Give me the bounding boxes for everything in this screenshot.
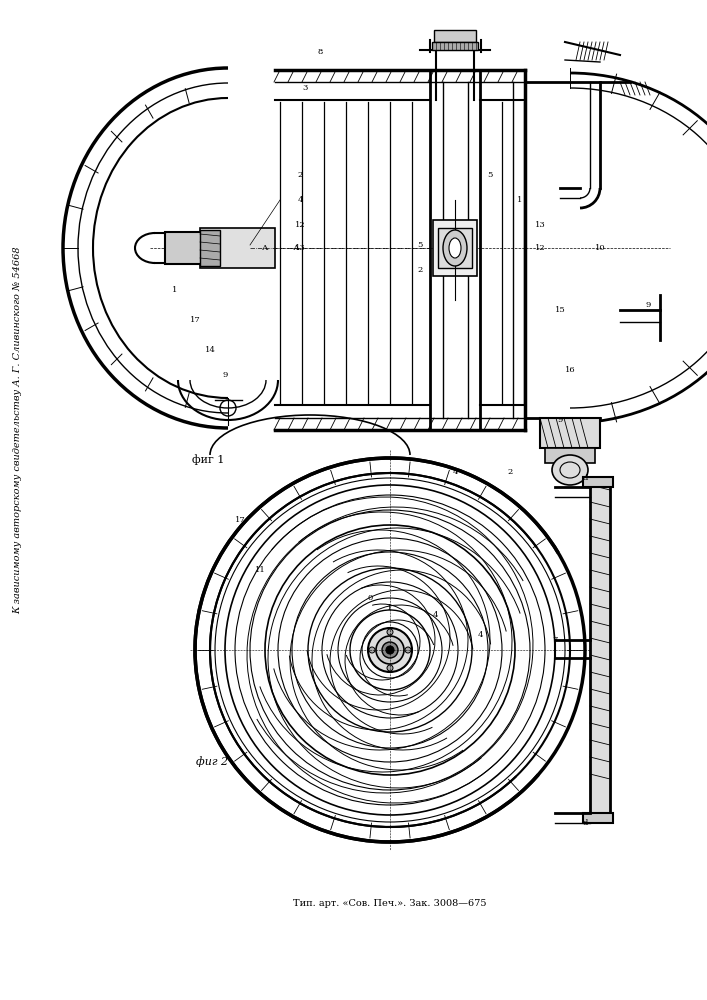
Text: 5: 5 <box>417 241 423 249</box>
Ellipse shape <box>387 629 393 635</box>
Text: 2: 2 <box>417 266 423 274</box>
Text: 4: 4 <box>452 468 457 476</box>
Bar <box>200 228 275 268</box>
Ellipse shape <box>387 665 393 671</box>
Text: 7: 7 <box>552 636 558 644</box>
Text: 9: 9 <box>222 371 228 379</box>
Text: 8: 8 <box>317 48 322 56</box>
Ellipse shape <box>405 647 411 653</box>
Text: фиг 1: фиг 1 <box>192 455 224 465</box>
Text: 1: 1 <box>518 196 522 204</box>
Text: d: d <box>583 474 588 482</box>
Text: d: d <box>583 819 588 827</box>
Text: 15: 15 <box>554 306 566 314</box>
Bar <box>545 448 595 463</box>
Text: 11: 11 <box>255 566 265 574</box>
Text: Тип. арт. «Сов. Печ.». Зак. 3008—675: Тип. арт. «Сов. Печ.». Зак. 3008—675 <box>293 898 486 908</box>
Bar <box>165 232 201 264</box>
Text: –А: –А <box>290 244 300 252</box>
Text: 12: 12 <box>534 244 545 252</box>
Bar <box>540 418 600 448</box>
Text: 9: 9 <box>557 416 563 424</box>
Text: 13: 13 <box>534 221 545 229</box>
Text: 13: 13 <box>295 244 305 252</box>
Ellipse shape <box>449 238 461 258</box>
Text: А: А <box>262 244 268 252</box>
Text: 10: 10 <box>595 244 605 252</box>
Bar <box>590 480 610 820</box>
Text: 1: 1 <box>387 604 392 612</box>
Ellipse shape <box>443 230 467 266</box>
Text: 1: 1 <box>173 286 177 294</box>
Text: К зависимому авторскому свидетельству А. Г. Сливинского № 54668: К зависимому авторскому свидетельству А.… <box>13 246 23 614</box>
Text: 3: 3 <box>303 84 308 92</box>
Text: 4: 4 <box>297 196 303 204</box>
Text: фиг 2: фиг 2 <box>196 757 228 767</box>
Text: 17: 17 <box>235 516 245 524</box>
Bar <box>438 228 472 268</box>
Bar <box>583 477 613 487</box>
Text: 4: 4 <box>477 631 483 639</box>
Ellipse shape <box>369 647 375 653</box>
Text: 2: 2 <box>298 171 303 179</box>
Text: 2: 2 <box>508 468 513 476</box>
Ellipse shape <box>376 636 404 664</box>
Bar <box>432 42 478 50</box>
Bar <box>583 813 613 823</box>
Ellipse shape <box>382 642 398 658</box>
Text: 14: 14 <box>204 346 216 354</box>
Text: 16: 16 <box>565 366 575 374</box>
Text: 12: 12 <box>295 221 305 229</box>
Ellipse shape <box>552 455 588 485</box>
Text: 9: 9 <box>645 301 650 309</box>
Text: 17: 17 <box>189 316 200 324</box>
Bar <box>434 30 476 42</box>
Text: 5: 5 <box>487 171 493 179</box>
Text: 0: 0 <box>368 594 373 602</box>
Bar <box>433 220 477 276</box>
Bar <box>200 230 220 266</box>
Ellipse shape <box>368 628 412 672</box>
Text: 4: 4 <box>432 611 438 619</box>
Ellipse shape <box>386 646 394 654</box>
